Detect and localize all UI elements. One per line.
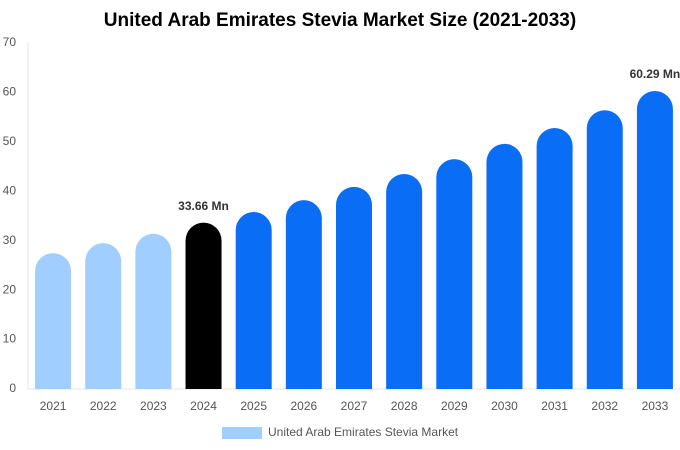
x-tick-label: 2031 (541, 399, 568, 413)
bar (336, 186, 372, 389)
x-tick-label: 2024 (190, 399, 217, 413)
legend-swatch (222, 427, 262, 439)
y-tick-label: 40 (3, 183, 17, 197)
y-tick-label: 10 (3, 332, 17, 346)
bar (85, 243, 122, 389)
x-tick-label: 2025 (240, 399, 267, 413)
bar (436, 159, 473, 389)
x-tick-label: 2021 (40, 399, 67, 413)
bar (486, 143, 523, 389)
y-tick-label: 50 (3, 134, 17, 148)
bar (586, 110, 623, 390)
x-tick-label: 2029 (441, 399, 468, 413)
x-tick-label: 2022 (90, 399, 117, 413)
y-tick-label: 0 (9, 381, 16, 395)
bar (135, 233, 172, 389)
x-tick-label: 2023 (140, 399, 167, 413)
x-tick-label: 2030 (491, 399, 518, 413)
x-tick-label: 2033 (642, 399, 669, 413)
y-tick-label: 30 (3, 233, 17, 247)
x-tick-label: 2027 (341, 399, 368, 413)
x-tick-label: 2032 (591, 399, 618, 413)
bar (285, 200, 322, 389)
x-tick-label: 2028 (391, 399, 418, 413)
y-tick-label: 70 (3, 35, 17, 49)
legend-label: United Arab Emirates Stevia Market (268, 425, 459, 439)
x-tick-label: 2026 (290, 399, 317, 413)
bar (636, 90, 673, 389)
y-tick-label: 20 (3, 282, 17, 296)
chart-title: United Arab Emirates Stevia Market Size … (104, 10, 576, 31)
bar (386, 173, 423, 389)
y-tick-label: 60 (3, 85, 17, 99)
data-label: 60.29 Mn (630, 67, 680, 81)
bar (235, 212, 272, 389)
bar (35, 253, 72, 389)
data-label: 33.66 Mn (178, 199, 229, 213)
bar (536, 128, 573, 389)
bar (185, 222, 222, 389)
